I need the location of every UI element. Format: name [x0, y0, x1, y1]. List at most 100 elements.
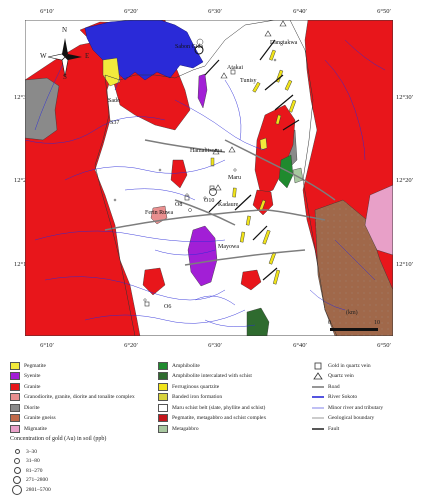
- legend-col1-swatch: [10, 393, 20, 401]
- concentration-circle-icon: [14, 449, 20, 454]
- schist-belt-boundary: [94, 20, 338, 336]
- sample-o10-marker: [209, 188, 217, 196]
- pegmatite-east-2: [259, 137, 268, 151]
- minor-rivers: [25, 39, 386, 327]
- scale-unit: (km): [346, 310, 358, 316]
- legend-col1-swatch: [10, 414, 20, 422]
- legend-col3-item: Minor river and tributary: [312, 403, 383, 412]
- lat-tick-left-2: 12°20′: [13, 177, 31, 184]
- legend-col1-item: Granodiorite, granite, diorite and tonal…: [10, 393, 135, 402]
- legend-col1-swatch: [10, 361, 20, 370]
- legend-col3-item: Geological boundary: [312, 414, 374, 423]
- place-hamalitsoma: Hamalitsoma: [190, 148, 222, 154]
- place-s37: S37: [110, 120, 120, 126]
- square-icon: [312, 362, 324, 370]
- legend-col3-item: Quartz vein: [312, 372, 354, 381]
- amphibolite-south: [246, 307, 270, 336]
- place-o8: O8: [175, 202, 183, 208]
- gneiss-southeast-dots: [315, 200, 393, 336]
- concentration-circle-icon: [14, 458, 20, 464]
- legend-col2-swatch: [158, 382, 168, 391]
- place-mayowa: Mayowa: [218, 244, 239, 250]
- legend-col2-swatch: [158, 424, 168, 433]
- amphibolite-east: [278, 154, 294, 189]
- legend-col1-swatch: [10, 372, 20, 380]
- place-o6: O6: [164, 304, 172, 310]
- legend-col3-label: Minor river and tributary: [328, 404, 384, 411]
- lon-tick-bottom-3: 6°30′: [208, 342, 222, 349]
- compass-w: W: [40, 52, 47, 60]
- legend-col2-swatch: [158, 372, 168, 380]
- concentration-label: 81–270: [26, 467, 43, 474]
- concentration-class: 81–270: [12, 466, 43, 475]
- north-arrow: [47, 38, 82, 77]
- legend-col1-label: Granite gneiss: [24, 415, 56, 421]
- legend-col1-swatch: [10, 403, 20, 412]
- legend-col1-item: Diorite: [10, 403, 40, 412]
- concentration-label: 31–80: [26, 458, 40, 464]
- legend-col3-item: River Sokoto: [312, 393, 357, 402]
- legend-col2-label: Pegmatite, metagabbro and schist complex: [172, 415, 267, 421]
- legend-col2-label: Amphibolite: [172, 362, 200, 369]
- lat-tick-right-1: 12°30′: [396, 94, 414, 101]
- scale-bar: [330, 328, 378, 331]
- legend-col1-label: Pegmatite: [24, 362, 46, 369]
- place-sado: Sado: [108, 98, 120, 104]
- lon-tick-bottom-4: 6°40′: [293, 342, 307, 349]
- legend-col1-swatch: [10, 424, 20, 433]
- migmatite-east: [364, 184, 393, 256]
- lat-tick-left-1: 12°30′: [13, 94, 31, 101]
- pegmatite-nw: [102, 57, 121, 87]
- legend-col3-item: Fault: [312, 424, 339, 433]
- concentration-title: Concentration of gold (Au) in soil (ppb): [10, 436, 107, 442]
- granite-center-south-blob: [240, 269, 262, 291]
- lon-tick-top-1: 6°10′: [40, 8, 54, 15]
- legend-col1-item: Syenite: [10, 372, 41, 381]
- gold-in-quartz-vein-squares: [144, 69, 236, 307]
- legend-col1-item: Migmatite: [10, 424, 47, 433]
- legend-col2-label: Ferruginous quartzite: [172, 383, 220, 390]
- lat-tick-right-2: 12°20′: [396, 177, 414, 184]
- legend-col1-label: Granodiorite, granite, diorite and tonal…: [24, 394, 135, 400]
- scale-end: 10: [374, 320, 380, 326]
- concentration-circle-icon: [13, 476, 21, 484]
- concentration-class: 2801–5700: [12, 484, 51, 495]
- legend-col2-swatch: [158, 414, 168, 422]
- legend-col3-item: Gold in quartz vein: [312, 361, 371, 370]
- legend-col3-label: Road: [328, 383, 340, 390]
- compass-n: N: [62, 26, 68, 34]
- legend-col2-item: Metagabbro: [158, 424, 199, 433]
- legend-col1-item: Pegmatite: [10, 361, 46, 370]
- road-icon: [312, 383, 324, 391]
- place-maru: Maru: [228, 175, 241, 181]
- syenite-south: [187, 225, 218, 287]
- lon-tick-top-3: 6°30′: [208, 8, 222, 15]
- diorite-west: [25, 77, 60, 141]
- legend-col1-item: Granite: [10, 382, 41, 391]
- faults: [204, 39, 300, 281]
- place-o10: O10: [204, 198, 215, 204]
- concentration-class: 31–80: [12, 457, 40, 466]
- legend-col3-label: River Sokoto: [328, 394, 358, 400]
- legend-col3-label: Quartz vein: [328, 373, 354, 379]
- legend-col2-label: Amphibolite intercalated with schist: [172, 373, 252, 379]
- legend-col3-label: Geological boundary: [328, 415, 375, 421]
- lat-tick-right-3: 12°10′: [396, 261, 414, 268]
- minor-icon: [312, 404, 324, 412]
- legend-col2-item: Pegmatite, metagabbro and schist complex: [158, 414, 266, 423]
- lon-tick-top-4: 6°40′: [293, 8, 307, 15]
- place-kadaure: Kadaure: [218, 202, 239, 208]
- place-ferin-ruwa: Ferin Ruwa: [145, 210, 174, 216]
- lon-tick-top-2: 6°20′: [124, 8, 138, 15]
- legend-col3-label: Gold in quartz vein: [328, 362, 371, 369]
- geological-map: [25, 20, 393, 336]
- legend-col2-swatch: [158, 403, 168, 412]
- legend-col2-label: Banded iron formation: [172, 394, 223, 400]
- concentration-circle-icon: [13, 467, 21, 474]
- legend-col2-label: Maru schist belt (slate, phyllite and sc…: [172, 404, 266, 411]
- legend-col2-item: Ferruginous quartzite: [158, 382, 219, 391]
- lon-tick-bottom-5: 6°50′: [377, 342, 391, 349]
- concentration-label: 271–2800: [26, 477, 48, 483]
- legend-col2-item: Maru schist belt (slate, phyllite and sc…: [158, 403, 265, 412]
- syenite-north: [197, 73, 208, 109]
